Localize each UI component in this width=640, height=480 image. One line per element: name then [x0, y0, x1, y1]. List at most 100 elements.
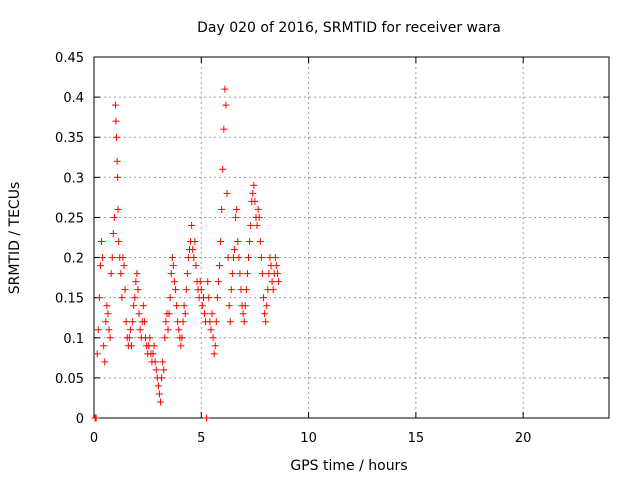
data-point [113, 157, 121, 165]
data-point [182, 286, 190, 294]
data-point [151, 358, 159, 366]
data-point [220, 125, 228, 133]
data-point [173, 302, 181, 310]
y-tick-label: 0.05 [55, 372, 84, 387]
data-point [161, 334, 169, 342]
data-point [275, 278, 283, 286]
data-point [177, 342, 185, 350]
data-point [120, 262, 128, 270]
data-point [239, 310, 247, 318]
data-point [213, 294, 221, 302]
x-tick-label: 15 [408, 431, 425, 446]
x-tick-label: 5 [197, 431, 205, 446]
data-point [140, 318, 148, 326]
tick-labels: 0 0.05 0.1 0.15 0.2 0.25 0.3 0.35 0.4 0.45 0 5 10 15 2… [55, 51, 531, 446]
data-point [181, 310, 189, 318]
data-point [94, 326, 102, 334]
x-tick-label: 20 [515, 431, 532, 446]
data-point [188, 221, 196, 229]
data-point [245, 254, 252, 262]
data-point [260, 294, 268, 302]
plot-frame [93, 56, 610, 419]
data-point [210, 350, 218, 358]
data-point [197, 286, 205, 294]
data-point [98, 238, 106, 246]
data-point [179, 318, 187, 326]
data-point [172, 286, 180, 294]
data-point [253, 221, 261, 229]
data-point [180, 302, 188, 310]
data-point [263, 302, 271, 310]
data-point [269, 286, 277, 294]
data-point [113, 133, 121, 141]
data-point [154, 382, 162, 390]
data-point [211, 342, 219, 350]
data-point [231, 246, 239, 254]
data-point [158, 374, 166, 382]
data-point [93, 350, 101, 358]
data-point [139, 302, 147, 310]
data-point [271, 254, 279, 262]
data-point [268, 278, 276, 286]
data-point [198, 302, 206, 310]
data-point [216, 262, 224, 270]
data-point [103, 302, 111, 310]
data-point [250, 181, 258, 189]
y-tick-label: 0.25 [55, 211, 84, 226]
data-point [170, 278, 178, 286]
data-point [196, 278, 204, 286]
data-point [115, 238, 123, 246]
data-point [102, 318, 110, 326]
data-point [261, 310, 269, 318]
data-point [190, 254, 198, 262]
data-point [232, 213, 240, 221]
data-point [136, 326, 144, 334]
data-point [234, 238, 242, 246]
data-point [122, 318, 130, 326]
data-point [208, 310, 216, 318]
data-point [92, 414, 100, 422]
data-point [108, 254, 116, 262]
data-point [105, 326, 113, 334]
data-point [178, 334, 186, 342]
data-point [226, 318, 234, 326]
data-point [209, 334, 217, 342]
data-point [132, 278, 140, 286]
data-point [272, 262, 280, 270]
data-point [175, 326, 183, 334]
data-point [131, 294, 139, 302]
data-point [222, 101, 230, 109]
x-axis-label: GPS time / hours [290, 458, 407, 474]
y-tick-label: 0.3 [63, 171, 84, 186]
data-point [214, 278, 222, 286]
data-point [114, 205, 122, 213]
data-point [241, 302, 249, 310]
data-point [225, 302, 233, 310]
data-point [162, 318, 170, 326]
data-point [165, 310, 173, 318]
data-point [104, 310, 112, 318]
data-point [219, 165, 227, 173]
data-point [166, 294, 174, 302]
data-point [212, 318, 220, 326]
data-point [95, 294, 103, 302]
data-point [217, 238, 225, 246]
y-axis-label: SRMTID / TECUs [7, 182, 23, 295]
data-point [205, 294, 213, 302]
data-point [96, 262, 104, 270]
data-point [128, 342, 136, 350]
data-point [160, 366, 168, 374]
x-tick-label: 10 [300, 431, 317, 446]
data-point [262, 318, 270, 326]
data-point [207, 326, 215, 334]
data-point [110, 213, 118, 221]
data-points [91, 85, 283, 422]
y-tick-label: 0.35 [55, 131, 84, 146]
data-point [233, 205, 241, 213]
data-point [251, 197, 259, 205]
data-point [111, 101, 119, 109]
data-point [129, 318, 137, 326]
data-point [242, 286, 250, 294]
data-point [100, 342, 108, 350]
